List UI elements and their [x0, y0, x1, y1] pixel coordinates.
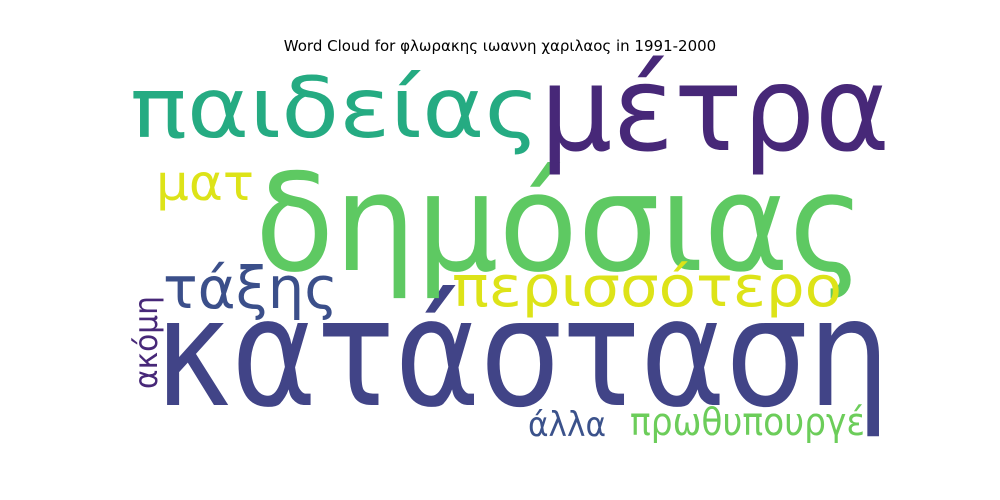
word-mat: ματ: [156, 154, 254, 212]
word-alla: άλλα: [528, 405, 606, 445]
word-akomi: ακόμη: [127, 296, 165, 389]
word-taxis: τάξης: [163, 254, 338, 322]
word-paideias: παιδείας: [130, 59, 540, 157]
chart-title: Word Cloud for φλωρακης ιωαννη χαριλαος …: [283, 37, 717, 55]
word-dimosias: δημόσιας: [255, 145, 865, 302]
word-katastasi: κατάσταση: [155, 267, 890, 441]
word-perissotero: περισσότερο: [452, 255, 842, 320]
word-prothypourge: πρωθυπουργέ: [630, 400, 865, 444]
word-metra: μέτρα: [540, 40, 890, 178]
